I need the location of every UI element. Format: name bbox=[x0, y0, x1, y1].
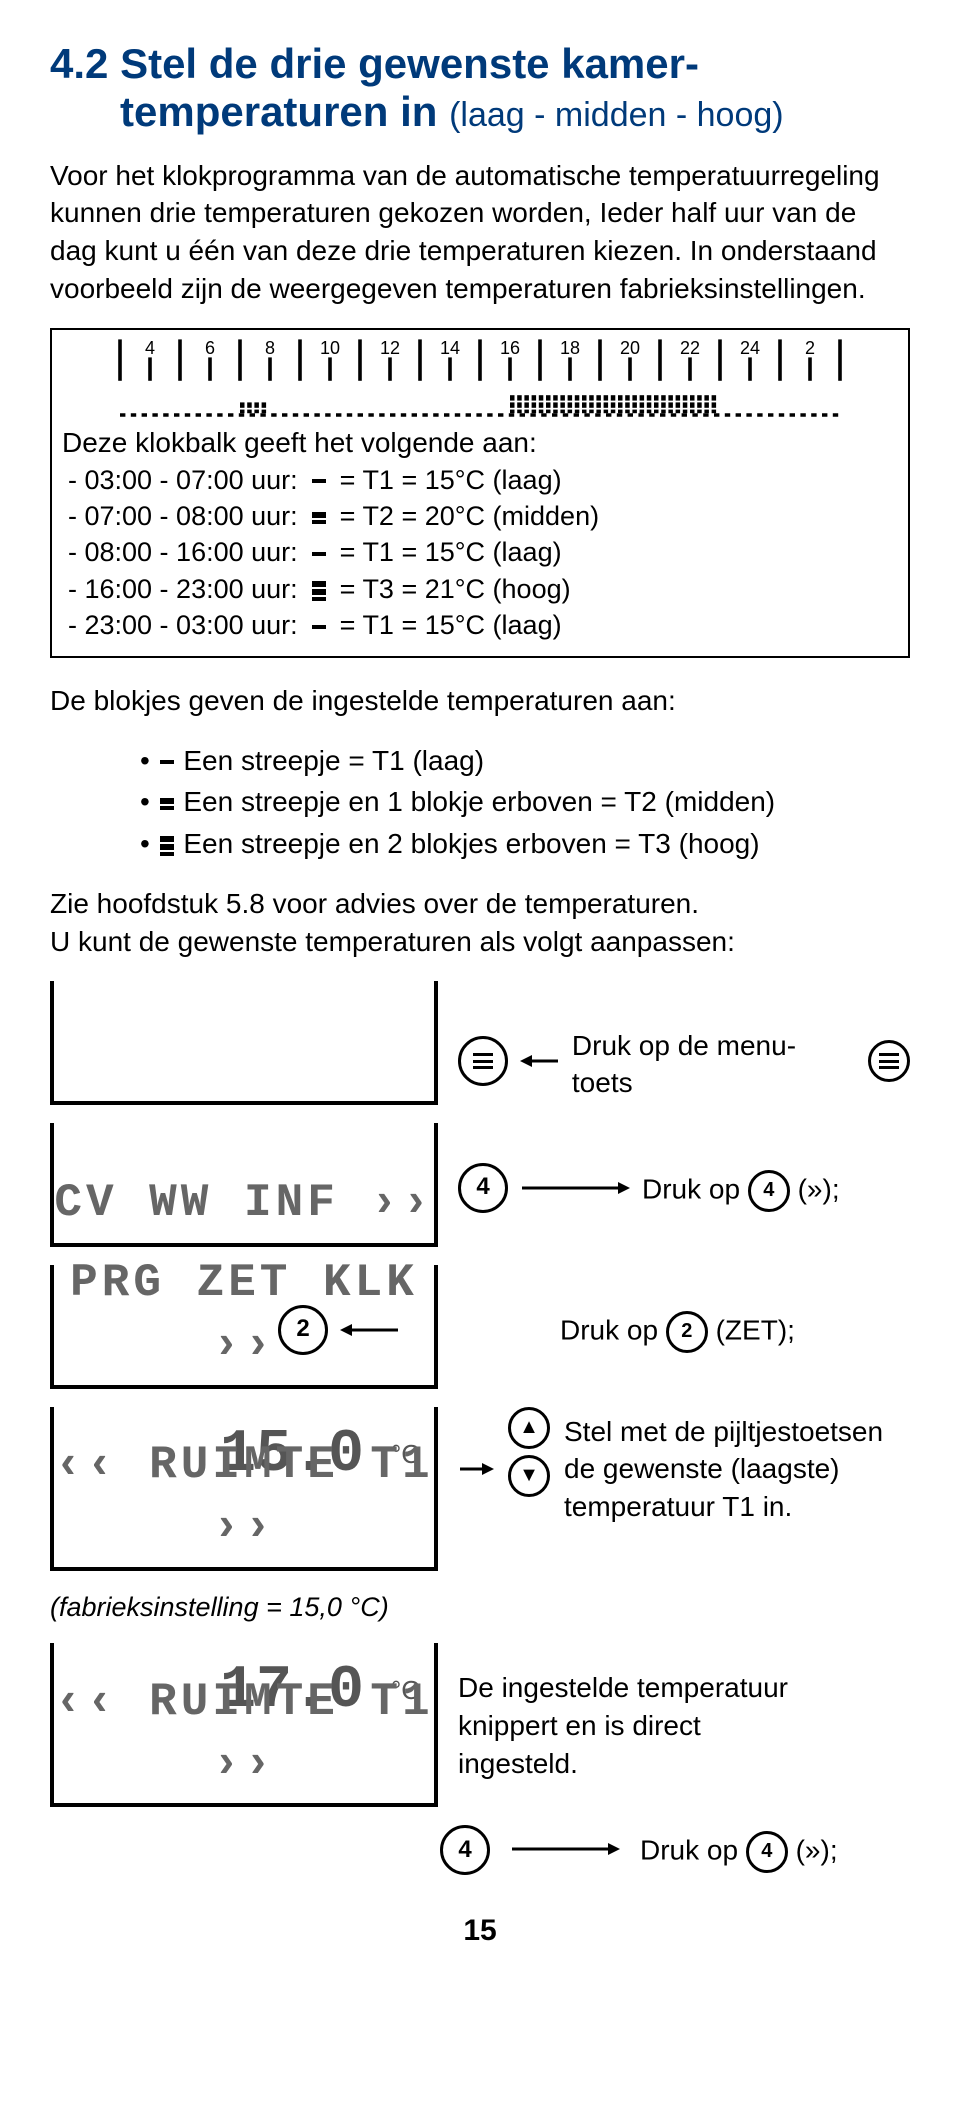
timeline-caption: Deze klokbalk geeft het volgende aan: bbox=[62, 424, 898, 462]
legend-lead: De blokjes geven de ingestelde temperatu… bbox=[50, 682, 910, 720]
step-4: 15.0 °C ‹‹ RUIMTE T1 ›› ▲ ▼ Stel met de … bbox=[50, 1407, 910, 1571]
button-4-ref: 4 bbox=[748, 1170, 790, 1212]
timeline-table: - 03:00 - 07:00 uur:= T1 = 15°C (laag)- … bbox=[62, 462, 605, 644]
lcd-display-cv: CV WW INF ›› bbox=[50, 1123, 438, 1247]
arrow-left-icon bbox=[520, 1049, 560, 1073]
page-number: 15 bbox=[50, 1911, 910, 1952]
svg-text:12: 12 bbox=[380, 338, 400, 358]
svg-text:20: 20 bbox=[620, 338, 640, 358]
step2-text: Druk op 4 (»); bbox=[642, 1164, 840, 1212]
svg-text:2: 2 bbox=[805, 338, 815, 358]
svg-text:16: 16 bbox=[500, 338, 520, 358]
step4-text: Stel met de pijltjestoetsen de gewenste … bbox=[564, 1407, 884, 1526]
step-1: Druk op de menu-toets bbox=[50, 981, 910, 1105]
button-4[interactable]: 4 bbox=[440, 1825, 490, 1875]
legend-list: Een streepje = T1 (laag) Een streepje en… bbox=[50, 740, 910, 865]
arrow-left-icon bbox=[340, 1318, 400, 1342]
step-2: CV WW INF ›› 4 Druk op 4 (»); bbox=[50, 1123, 910, 1247]
legend-item: Een streepje = T1 (laag) bbox=[140, 740, 910, 782]
lcd-display-t1-15: 15.0 °C ‹‹ RUIMTE T1 ›› bbox=[50, 1407, 438, 1571]
menu-icon bbox=[879, 1053, 899, 1069]
menu-button[interactable] bbox=[458, 1036, 508, 1086]
step-6: 4 Druk op 4 (»); bbox=[440, 1825, 910, 1875]
svg-text:24: 24 bbox=[740, 338, 760, 358]
advice-paragraph: Zie hoofdstuk 5.8 voor advies over de te… bbox=[50, 885, 910, 961]
clock-bar-diagram: 4 6 8 10 12 14 16 18 20 22 24 2 bbox=[62, 334, 898, 424]
legend-item: Een streepje en 2 blokjes erboven = T3 (… bbox=[140, 823, 910, 865]
button-2-ref: 2 bbox=[666, 1311, 708, 1353]
menu-icon bbox=[473, 1053, 493, 1069]
timeline-row: - 16:00 - 23:00 uur:= T3 = 21°C (hoog) bbox=[62, 571, 605, 607]
svg-text:18: 18 bbox=[560, 338, 580, 358]
legend-item: Een streepje en 1 blokje erboven = T2 (m… bbox=[140, 781, 910, 823]
timeline-box: 4 6 8 10 12 14 16 18 20 22 24 2 Deze klokbalk geeft… bbox=[50, 328, 910, 658]
menu-button-ref bbox=[868, 1040, 910, 1082]
step5-text: De ingestelde temperatuur knippert en is… bbox=[458, 1663, 818, 1782]
step-5: 17.0 °C ‹‹ RUIMTE T1 ›› De ingestelde te… bbox=[50, 1643, 910, 1807]
heading-line1: Stel de drie gewenste kamer- bbox=[120, 40, 699, 87]
timeline-row: - 23:00 - 03:00 uur:= T1 = 15°C (laag) bbox=[62, 607, 605, 643]
section-number: 4.2 bbox=[50, 40, 108, 87]
timeline-row: - 08:00 - 16:00 uur:= T1 = 15°C (laag) bbox=[62, 534, 605, 570]
step6-text: Druk op 4 (»); bbox=[640, 1825, 838, 1873]
button-4[interactable]: 4 bbox=[458, 1163, 508, 1213]
heading-line2: temperaturen in bbox=[120, 88, 437, 135]
lcd-text: CV WW INF ›› bbox=[54, 1172, 434, 1234]
button-4-ref: 4 bbox=[746, 1831, 788, 1873]
button-2[interactable]: 2 bbox=[278, 1305, 328, 1355]
lcd-display-t1-17: 17.0 °C ‹‹ RUIMTE T1 ›› bbox=[50, 1643, 438, 1807]
section-heading: 4.2 Stel de drie gewenste kamer- tempera… bbox=[50, 40, 910, 137]
timeline-row: - 07:00 - 08:00 uur:= T2 = 20°C (midden) bbox=[62, 498, 605, 534]
intro-paragraph: Voor het klokprogramma van de automatisc… bbox=[50, 157, 910, 308]
step3-text: Druk op 2 (ZET); bbox=[560, 1305, 795, 1353]
svg-text:8: 8 bbox=[265, 338, 275, 358]
lcd-text: ‹‹ RUIMTE T1 ›› bbox=[54, 1671, 434, 1795]
step-3: PRG ZET KLK ›› 2 Druk op 2 (ZET); bbox=[50, 1265, 910, 1389]
factory-note: (fabrieksinstelling = 15,0 °C) bbox=[50, 1589, 910, 1625]
down-button[interactable]: ▼ bbox=[508, 1455, 550, 1497]
svg-text:10: 10 bbox=[320, 338, 340, 358]
svg-text:14: 14 bbox=[440, 338, 460, 358]
heading-sub: (laag - midden - hoog) bbox=[449, 96, 784, 134]
arrow-right-icon bbox=[510, 1837, 620, 1861]
timeline-row: - 03:00 - 07:00 uur:= T1 = 15°C (laag) bbox=[62, 462, 605, 498]
lcd-text: ‹‹ RUIMTE T1 ›› bbox=[54, 1434, 434, 1558]
lcd-display-empty bbox=[50, 981, 438, 1105]
svg-text:6: 6 bbox=[205, 338, 215, 358]
step1-text: Druk op de menu-toets bbox=[572, 1021, 856, 1103]
svg-text:4: 4 bbox=[145, 338, 155, 358]
up-button[interactable]: ▲ bbox=[508, 1407, 550, 1449]
arrow-right-icon bbox=[520, 1176, 630, 1200]
svg-text:22: 22 bbox=[680, 338, 700, 358]
arrow-right-icon bbox=[458, 1457, 494, 1481]
